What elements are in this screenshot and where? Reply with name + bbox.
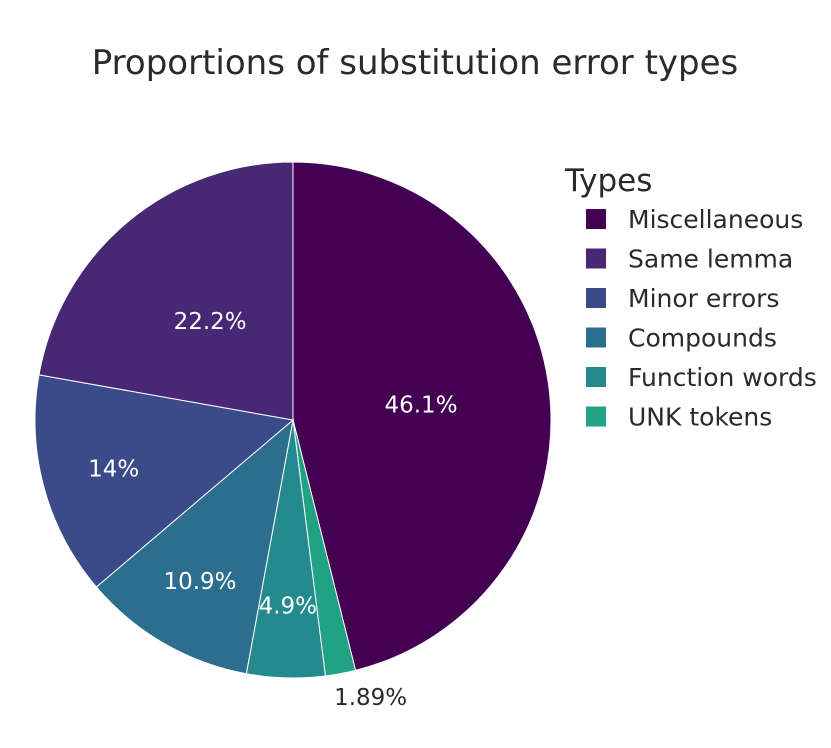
pie-slice-compounds: [95, 418, 294, 675]
legend-label-function-words[interactable]: Function words: [628, 363, 817, 392]
pie-slice-minor-errors: [34, 374, 295, 588]
legend-label-unk-tokens[interactable]: UNK tokens: [628, 403, 772, 432]
chart-title: Proportions of substitution error types: [92, 43, 738, 83]
legend-swatch-function-words[interactable]: [586, 367, 606, 387]
legend-swatch-same-lemma[interactable]: [586, 248, 606, 269]
legend-swatch-compounds[interactable]: [586, 327, 606, 348]
legend-swatch-miscellaneous[interactable]: [586, 209, 606, 229]
pie-slices: [34, 161, 552, 679]
pie-slice-same-lemma: [38, 161, 294, 421]
pie-labels: 46.1% 1.89% 4.9% 10.9% 14% 22.2%: [88, 309, 457, 711]
legend-label-compounds[interactable]: Compounds: [628, 324, 777, 353]
pie-label-same-lemma: 22.2%: [174, 309, 247, 335]
legend-label-minor-errors[interactable]: Minor errors: [628, 284, 779, 313]
legend-swatch-unk-tokens[interactable]: [586, 406, 606, 427]
pie-slice-miscellaneous: [292, 161, 552, 671]
legend-title: Types: [564, 163, 652, 199]
legend-swatch-minor-errors[interactable]: [586, 288, 606, 308]
pie-label-miscellaneous: 46.1%: [384, 392, 457, 418]
pie-label-compounds: 10.9%: [163, 569, 236, 595]
pie-label-minor-errors: 14%: [88, 456, 139, 482]
pie-label-function-words: 4.9%: [259, 594, 317, 620]
pie-label-unk-tokens: 1.89%: [334, 685, 407, 711]
legend-label-same-lemma[interactable]: Same lemma: [628, 245, 793, 274]
legend: Types Miscellaneous Same lemma Minor error…: [564, 163, 817, 432]
legend-label-miscellaneous[interactable]: Miscellaneous: [628, 205, 803, 234]
